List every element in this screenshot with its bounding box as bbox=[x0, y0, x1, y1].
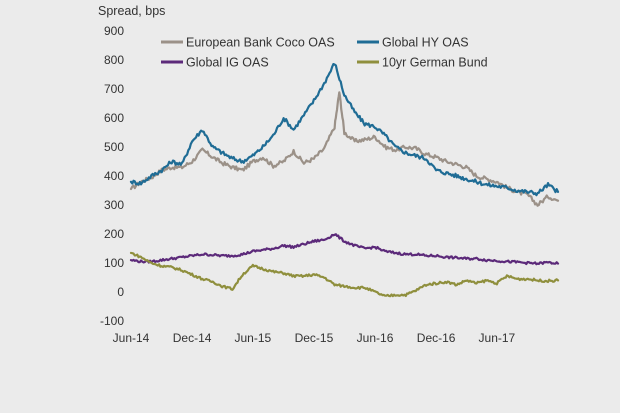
y-tick-label: 400 bbox=[104, 169, 124, 183]
series-line bbox=[129, 91, 560, 207]
y-tick-label: 600 bbox=[104, 111, 124, 125]
y-tick-label: 0 bbox=[117, 285, 124, 299]
x-tick-label: Dec-15 bbox=[295, 331, 334, 345]
x-tick-label: Jun-16 bbox=[357, 331, 394, 345]
legend-label: Global IG OAS bbox=[186, 56, 269, 70]
x-tick-label: Jun-14 bbox=[113, 331, 150, 345]
x-tick-label: Jun-17 bbox=[479, 331, 516, 345]
x-tick-label: Jun-15 bbox=[235, 331, 272, 345]
y-tick-label: 900 bbox=[104, 24, 124, 38]
series-line bbox=[129, 233, 560, 266]
y-axis-ticks: -100 0 100 200 300 400 500 600 700 800 900 bbox=[100, 24, 124, 328]
series-lines bbox=[129, 62, 560, 298]
x-tick-label: Dec-16 bbox=[417, 331, 456, 345]
y-axis-title: Spread, bps bbox=[98, 4, 165, 18]
y-tick-label: 500 bbox=[104, 140, 124, 154]
legend-label: European Bank Coco OAS bbox=[186, 36, 335, 50]
y-tick-label: -100 bbox=[100, 314, 124, 328]
series-line bbox=[129, 251, 560, 298]
legend-label: Global HY OAS bbox=[382, 36, 469, 50]
x-tick-label: Dec-14 bbox=[173, 331, 212, 345]
legend: European Bank Coco OAS Global HY OAS Globa… bbox=[161, 36, 488, 70]
x-axis-ticks: Jun-14 Dec-14 Jun-15 Dec-15 Jun-16 Dec-16 Jun-… bbox=[113, 331, 516, 345]
y-tick-label: 700 bbox=[104, 82, 124, 96]
y-tick-label: 200 bbox=[104, 227, 124, 241]
y-tick-label: 300 bbox=[104, 198, 124, 212]
series-line bbox=[129, 62, 560, 197]
legend-label: 10yr German Bund bbox=[382, 56, 488, 70]
y-tick-label: 100 bbox=[104, 256, 124, 270]
y-tick-label: 800 bbox=[104, 53, 124, 67]
